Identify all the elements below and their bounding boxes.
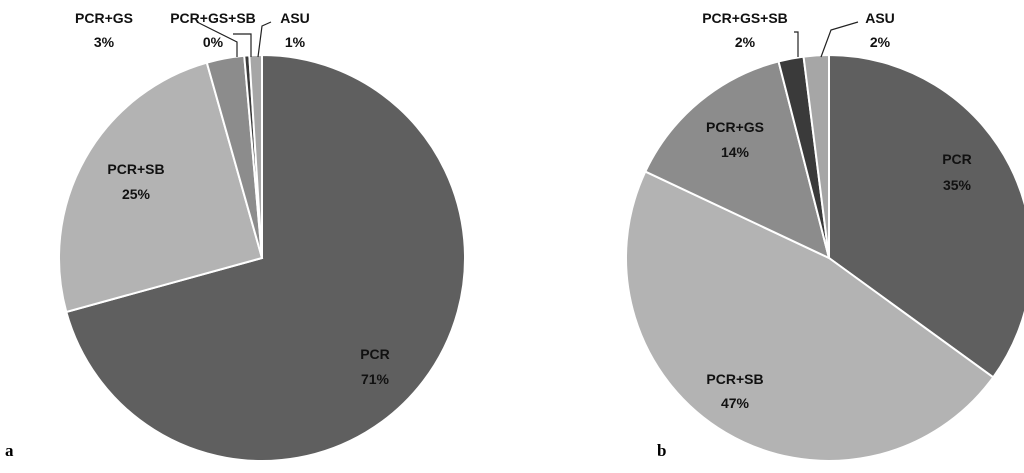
label-pcr-sb-a: PCR+SB (107, 161, 164, 177)
value-pcr-sb-b: 47% (721, 395, 750, 411)
pie-slice-asu-a (248, 53, 263, 259)
pie-chart-b: PCR 35% PCR+SB 47% PCR+GS 14% PCR+GS+SB … (625, 10, 1024, 462)
leader-line-pcr-gs-sb-a (233, 33, 252, 57)
pie-slice-pcr-b (828, 53, 1024, 379)
value-pcr-gs-a: 3% (94, 34, 115, 50)
leader-line-pcr-gs-sb-b (794, 31, 799, 57)
leader-line-pcr-gs-a (196, 21, 238, 57)
leader-line-asu-a (257, 21, 272, 58)
value-asu-a: 1% (285, 34, 306, 50)
panel-letter-b: b (657, 441, 666, 460)
label-asu-b: ASU (865, 10, 895, 26)
pie-slice-pcr-gs-b (643, 60, 831, 260)
value-pcr-b: 35% (943, 177, 972, 193)
panel-letter-a: a (5, 441, 14, 460)
leader-line-asu-b (820, 21, 859, 58)
label-pcr-sb-b: PCR+SB (706, 371, 763, 387)
pie-slice-pcr-a (65, 53, 466, 462)
value-asu-b: 2% (870, 34, 891, 50)
value-pcr-a: 71% (361, 371, 390, 387)
label-pcr-gs-sb-a: PCR+GS+SB (170, 10, 256, 26)
pie-slice-pcr-sb-a (58, 61, 264, 314)
label-pcr-gs-b: PCR+GS (706, 119, 764, 135)
pie-chart-a: PCR 71% PCR+SB 25% PCR+GS 3% PCR+GS+SB 0… (5, 10, 466, 462)
label-pcr-a: PCR (360, 346, 390, 362)
pie-slice-pcr-sb-b (625, 170, 995, 462)
label-pcr-gs-a: PCR+GS (75, 10, 133, 26)
label-asu-a: ASU (280, 10, 310, 26)
value-pcr-gs-b: 14% (721, 144, 750, 160)
pie-slice-asu-b (802, 53, 830, 259)
value-pcr-gs-sb-b: 2% (735, 34, 756, 50)
value-pcr-sb-a: 25% (122, 186, 151, 202)
label-pcr-b: PCR (942, 151, 972, 167)
label-pcr-gs-sb-b: PCR+GS+SB (702, 10, 788, 26)
value-pcr-gs-sb-a: 0% (203, 34, 224, 50)
